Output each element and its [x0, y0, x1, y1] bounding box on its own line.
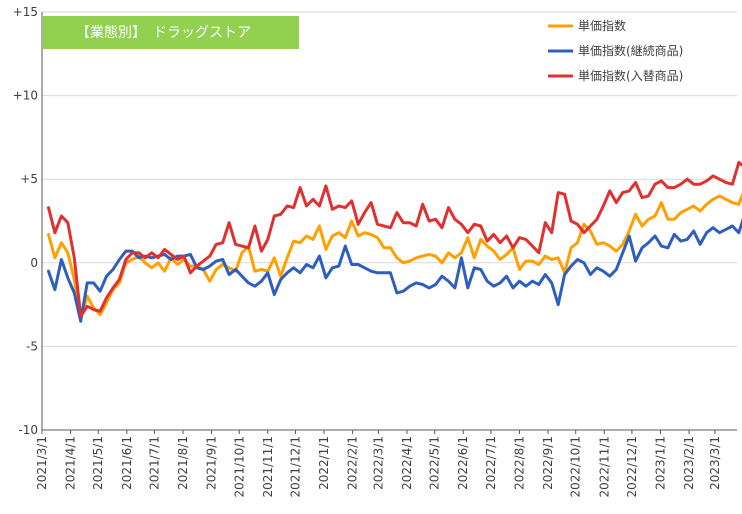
x-tick-label: 2022/2/1	[346, 436, 360, 490]
x-tick-label: 2022/11/1	[597, 436, 611, 498]
x-tick-label: 2023/3/1	[708, 436, 722, 490]
y-tick-label: -5	[26, 339, 38, 353]
x-tick-label: 2022/10/1	[569, 436, 583, 498]
chart-title-box: 【業態別】 ドラッグストア	[43, 16, 299, 49]
legend-label: 単価指数	[578, 18, 626, 33]
x-tick-label: 2021/7/1	[147, 436, 161, 490]
x-tick-label: 2022/3/1	[371, 436, 385, 490]
x-tick-label: 2021/3/1	[35, 436, 49, 490]
x-tick-label: 2021/11/1	[261, 436, 275, 498]
x-tick-label: 2021/10/1	[232, 436, 246, 498]
x-tick-label: 2021/9/1	[205, 436, 219, 490]
legend-label: 単価指数(入替商品)	[578, 68, 683, 83]
y-tick-label: +5	[20, 172, 38, 186]
x-tick-label: 2022/1/1	[317, 436, 331, 490]
y-tick-label: 0	[30, 256, 38, 270]
x-tick-label: 2021/12/1	[288, 436, 302, 498]
y-tick-label: +10	[13, 89, 38, 103]
x-tick-label: 2021/8/1	[176, 436, 190, 490]
x-tick-label: 2022/8/1	[512, 436, 526, 490]
x-tick-label: 2021/5/1	[91, 436, 105, 490]
x-tick-label: 2022/7/1	[484, 436, 498, 490]
legend-label: 単価指数(継続商品)	[578, 43, 683, 58]
y-tick-label: -10	[18, 423, 38, 437]
series-group	[49, 141, 742, 322]
x-tick-label: 2022/12/1	[625, 436, 639, 498]
x-tick-label: 2022/5/1	[428, 436, 442, 490]
x-tick-label: 2022/6/1	[456, 436, 470, 490]
chart-title: 【業態別】 ドラッグストア	[76, 25, 251, 41]
x-tick-label: 2022/4/1	[400, 436, 414, 490]
x-tick-label: 2023/1/1	[653, 436, 667, 490]
x-tick-label: 2021/6/1	[120, 436, 134, 490]
y-tick-label: +15	[13, 5, 38, 19]
x-tick-label: 2023/2/1	[682, 436, 696, 490]
x-tick-label: 2021/4/1	[64, 436, 78, 490]
x-tick-label: 2022/9/1	[541, 436, 555, 490]
